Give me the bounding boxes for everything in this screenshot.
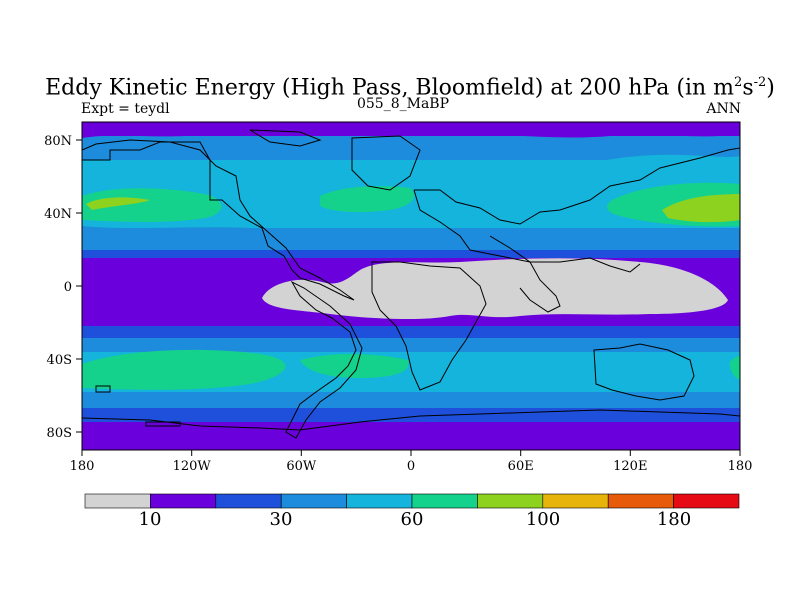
colorbar-swatch [477,493,544,509]
coast-greenland [351,135,421,191]
colorbar-swatch [673,493,740,509]
contour-field [82,122,740,450]
band-south-mid2 [82,392,740,410]
colorbar-swatch [84,493,151,509]
coast-island-small [95,385,111,393]
y-tick-label: 0 [64,280,72,295]
band-polar-south [82,422,740,450]
colorbar-label: 180 [657,509,691,530]
y-tick-label: 80S [47,426,72,441]
coast-arabia-india [489,235,561,313]
x-tick-label: 60W [286,459,317,474]
coast-north-america [82,139,355,301]
jet-core-ne-yellow [662,194,740,223]
colorbar-label: 100 [526,509,560,530]
coast-island-small-2 [145,421,181,427]
y-tick-label: 80N [44,134,72,149]
x-tick-label: 120E [613,459,647,474]
y-tick-label: 40N [44,207,72,222]
band-south-deep [82,326,740,340]
y-axis [76,139,82,433]
coast-south-america [285,280,363,439]
y-tick-label: 40S [47,353,72,368]
coast-africa [371,261,487,391]
x-axis [81,450,741,456]
colorbar-swatch [280,493,347,509]
x-tick-label: 180 [728,459,753,474]
colorbar-swatch [542,493,609,509]
low-ke-region [262,258,728,320]
jet-core-south-west [82,349,286,390]
jet-core-atlantic [320,186,415,213]
band-south-mid [82,338,740,354]
jet-core-south-mid [300,354,409,378]
colorbar [84,493,740,509]
colorbar-swatch [346,493,413,509]
x-tick-label: 180 [70,459,95,474]
colorbar-swatch [411,493,478,509]
colorbar-swatch [150,493,217,509]
band-south-deep2 [82,408,740,424]
north-cyan-wave [82,154,740,176]
map-title: Eddy Kinetic Energy (High Pass, Bloomfie… [45,75,775,101]
x-tick-label: 0 [407,459,415,474]
jet-core-south-east [729,356,740,380]
experiment-label: Expt = teydl [81,101,170,117]
coast-australia [593,343,695,401]
coast-north-arctic [249,129,322,147]
run-label: 055_8_MaBP [356,96,450,112]
polar-north-wave [82,122,740,138]
x-tick-label: 60E [508,459,534,474]
colorbar-label: 10 [139,509,162,530]
coast-antarctica [82,409,740,431]
colorbar-label: 60 [401,509,424,530]
jet-core-nw [82,188,222,222]
coast-europe-asia [413,147,740,273]
colorbar-swatch [607,493,674,509]
colorbar-label: 30 [270,509,293,530]
north-blue-lobe [82,226,740,250]
x-tick-label: 120W [173,459,212,474]
coastlines [82,129,740,439]
jet-core-nw-yellow [86,197,150,210]
season-label: ANN [706,101,741,117]
colorbar-swatch [215,493,282,509]
